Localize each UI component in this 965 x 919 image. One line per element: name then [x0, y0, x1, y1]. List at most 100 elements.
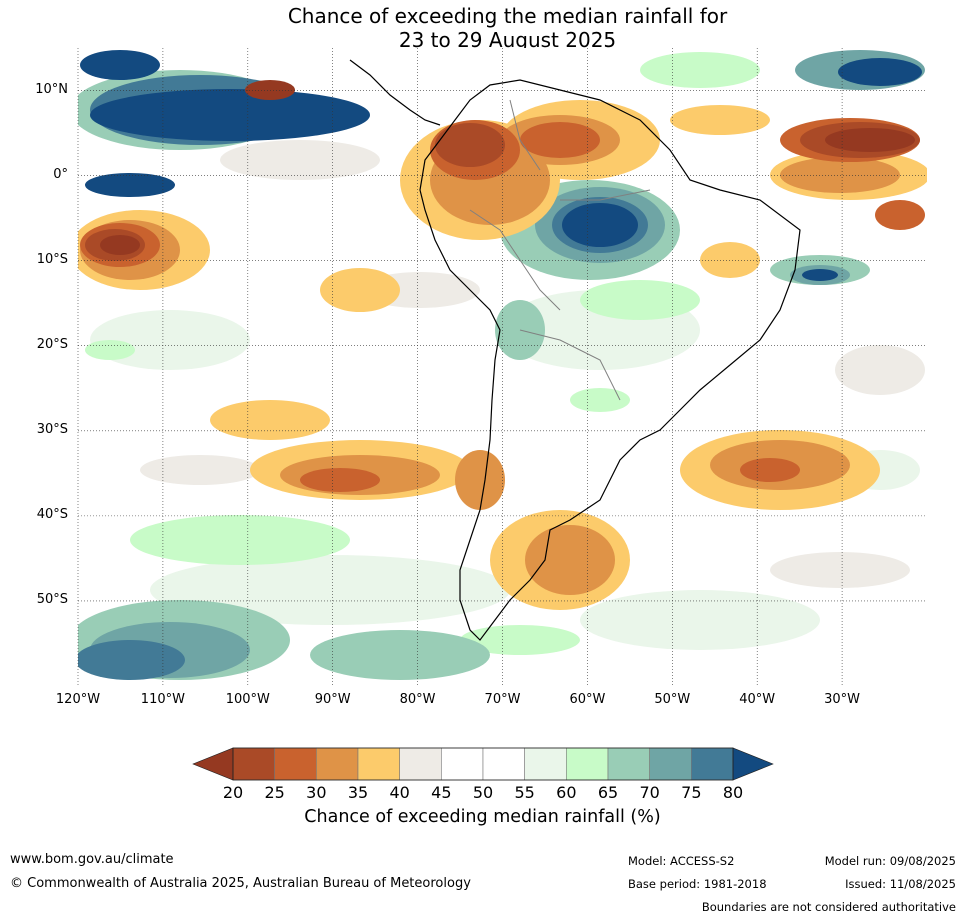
country-borders [469, 99, 651, 401]
patch-light-green [580, 590, 820, 650]
issued-text: Issued: 11/08/2025 [845, 877, 956, 891]
patch-light-green [90, 310, 250, 370]
latitude-label: 30°S [36, 421, 68, 437]
patch-dark-orange [520, 122, 600, 158]
colorbar-segment [316, 747, 359, 781]
longitude-label: 60°W [569, 692, 606, 707]
colorbar-segment [566, 747, 609, 781]
patch-mint [580, 280, 700, 320]
title-line-1: Chance of exceeding the median rainfall … [287, 4, 728, 28]
longitude-label: 40°W [739, 692, 776, 707]
patch-neutral [140, 455, 260, 485]
colorbar-tick-label: 20 [222, 783, 244, 802]
colorbar-segment [399, 747, 442, 781]
longitude-label: 120°W [55, 692, 101, 707]
patch-mint [460, 625, 580, 655]
patch-yellow [700, 242, 760, 278]
colorbar-frame [232, 747, 734, 781]
patch-yellow [670, 105, 770, 135]
model-run-text: Model run: 09/08/2025 [824, 854, 956, 868]
patch-orange [780, 157, 900, 193]
south-america-coastline [419, 79, 801, 641]
latitude-label: 40°S [36, 506, 68, 522]
longitude-label: 50°W [654, 692, 691, 707]
patch-deep-brown [825, 128, 915, 152]
colorbar-tick-label: 45 [431, 783, 452, 802]
patch-mint [130, 515, 350, 565]
patch-deep-brown [245, 80, 295, 100]
central-america-coastline [349, 59, 441, 126]
latitude-label: 50°S [36, 591, 68, 607]
copyright-text: © Commonwealth of Australia 2025, Austra… [10, 876, 471, 891]
map-svg [77, 48, 927, 686]
colorbar-segment [607, 747, 650, 781]
colorbar-segment [274, 747, 317, 781]
colorbar-segment [524, 747, 567, 781]
longitude-label: 100°W [225, 692, 270, 707]
longitude-label: 90°W [314, 692, 351, 707]
colorbar-tick-label: 65 [597, 783, 619, 802]
colorbar-segment [691, 747, 734, 781]
longitude-label: 70°W [484, 692, 521, 707]
colorbar-tick-label: 80 [722, 783, 744, 802]
colorbar-segment [232, 747, 275, 781]
colorbar-tick-label: 35 [347, 783, 369, 802]
patch-neutral [220, 140, 380, 180]
patch-mint [570, 388, 630, 412]
colorbar-tick-label: 25 [264, 783, 285, 802]
colorbar-tick-label: 55 [514, 783, 535, 802]
patch-dark-orange [875, 200, 925, 230]
longitude-label: 80°W [399, 692, 436, 707]
coastlines [349, 59, 801, 641]
patch-deep-brown [100, 235, 140, 255]
colorbar-label: Chance of exceeding median rainfall (%) [304, 807, 661, 827]
colorbar-tick-label: 50 [472, 783, 494, 802]
patch-orange [455, 450, 505, 510]
latitude-label: 10°N [35, 81, 68, 97]
patch-sea-green [310, 630, 490, 680]
rainfall-probability-field [78, 50, 927, 680]
colorbar-over-arrow [732, 747, 774, 781]
colorbar-segment [441, 747, 484, 781]
longitude-label: 110°W [140, 692, 185, 707]
colorbar-tick-label: 75 [681, 783, 702, 802]
patch-mint [640, 52, 760, 88]
patch-dark-blue [90, 89, 370, 141]
disclaimer-text: Boundaries are not considered authoritat… [701, 900, 956, 914]
patch-blue [78, 640, 185, 680]
colorbar: 20 25 30 35 40 45 50 55 60 65 70 75 80 [190, 745, 775, 825]
base-period-text: Base period: 1981-2018 [628, 877, 767, 891]
colorbar-under-arrow [192, 747, 234, 781]
model-text: Model: ACCESS-S2 [628, 854, 735, 868]
patch-dark-blue [838, 58, 922, 86]
colorbar-svg [192, 747, 774, 781]
rainfall-map: 10°N 0° 10°S 20°S 30°S 40°S 50°S 120°W 110°W 100… [35, 48, 927, 707]
colorbar-tick-label: 40 [389, 783, 410, 802]
patch-dark-blue [85, 173, 175, 197]
patch-neutral [835, 345, 925, 395]
patch-dark-blue [802, 269, 838, 281]
colorbar-tick-label: 70 [639, 783, 660, 802]
patch-yellow [320, 268, 400, 312]
patch-neutral [770, 552, 910, 588]
longitude-label: 30°W [824, 692, 861, 707]
colorbar-tick-label: 60 [556, 783, 577, 802]
colorbar-segment [649, 747, 692, 781]
colorbar-tick-label: 30 [306, 783, 327, 802]
colorbar-segment [357, 747, 400, 781]
latitude-label: 20°S [36, 336, 68, 352]
patch-mint [85, 340, 135, 360]
patch-dark-orange [300, 468, 380, 492]
patch-orange [525, 525, 615, 595]
map-title: Chance of exceeding the median rainfall … [0, 4, 965, 52]
website-link[interactable]: www.bom.gov.au/climate [10, 852, 174, 867]
patch-dark-blue [80, 50, 160, 80]
patch-dark-orange [740, 458, 800, 482]
colorbar-segment [482, 747, 525, 781]
patch-dark-blue [562, 203, 638, 247]
latitude-label: 10°S [36, 251, 68, 267]
latitude-label: 0° [53, 166, 68, 182]
patch-yellow [210, 400, 330, 440]
patch-brown [435, 123, 505, 167]
graticule [77, 48, 927, 686]
